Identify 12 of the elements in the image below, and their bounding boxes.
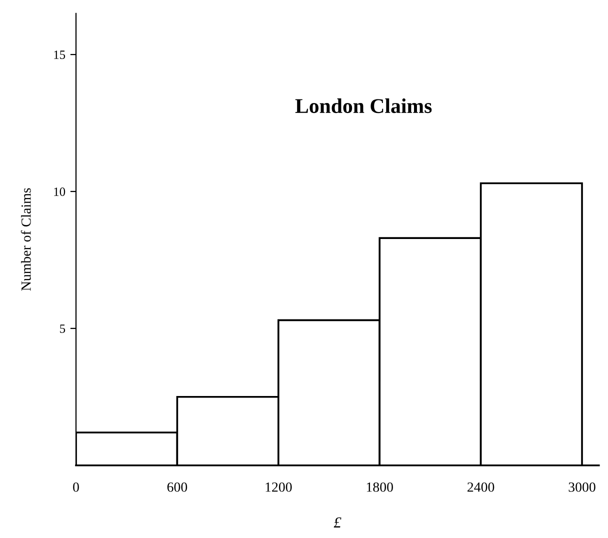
y-tick-label: 15 xyxy=(54,50,66,59)
y-axis-title: Number of Claims xyxy=(20,188,31,291)
x-tick-label: 1800 xyxy=(366,482,393,492)
y-tick-label: 10 xyxy=(54,188,66,196)
y-tick-label: 5 xyxy=(60,324,66,333)
x-tick-label: 600 xyxy=(167,482,188,492)
x-axis-title: £ xyxy=(334,517,342,528)
x-tick-label: 0 xyxy=(73,482,79,492)
x-tick-label: 2400 xyxy=(468,482,494,492)
x-tick-label: 1200 xyxy=(266,482,292,492)
x-tick-label: 3000 xyxy=(568,482,596,492)
text: London Claims xyxy=(295,98,432,114)
